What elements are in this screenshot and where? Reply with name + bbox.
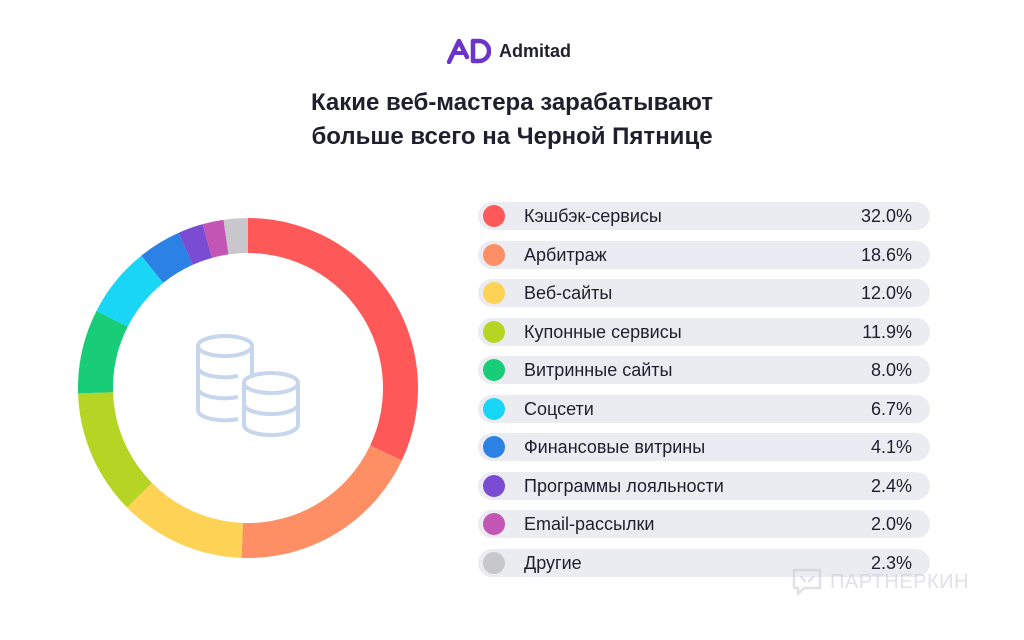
legend-value: 6.7% [870, 398, 912, 419]
legend-color-dot [483, 436, 505, 458]
donut-slice [127, 482, 243, 558]
legend-value: 8.0% [870, 360, 912, 380]
legend-label: Финансовые витрины [524, 437, 706, 457]
watermark-text: ПАРТНЕРКИН [830, 570, 969, 593]
legend-color-dot [483, 359, 505, 381]
legend-label: Программы лояльности [524, 475, 724, 496]
legend-color-dot [483, 397, 505, 420]
legend-item: Купонные сервисы 11.9% [478, 317, 930, 346]
donut-slice [241, 445, 402, 558]
legend-item: Арбитраж 18.6% [478, 240, 930, 269]
legend-label: Соцсети [524, 398, 594, 419]
donut-slice [141, 232, 193, 283]
title-line-2: больше всего на Черной Пятнице [311, 123, 713, 150]
legend-item: Витринные сайты 8.0% [478, 356, 930, 384]
legend-value: 4.1% [870, 437, 912, 457]
legend-color-dot [483, 320, 505, 343]
legend-item: Другие 2.3% [478, 548, 930, 577]
legend-value: 2.4% [870, 475, 912, 496]
donut-slice [248, 218, 418, 461]
donut-slice [96, 255, 164, 327]
donut-slice [202, 219, 229, 258]
chart-legend: Кэшбэк-сервисы 32.0% Арбитраж 18.6% Веб-сайт… [478, 202, 930, 587]
legend-label: Витринные сайты [524, 360, 673, 380]
legend-value: 2.0% [870, 514, 912, 534]
brand-name: Admitad [499, 40, 571, 61]
legend-item: Финансовые витрины 4.1% [478, 433, 930, 461]
legend-color-dot [483, 243, 505, 266]
legend-value: 2.3% [870, 552, 912, 573]
legend-color-dot [483, 551, 505, 574]
legend-item: Кэшбэк-сервисы 32.0% [478, 202, 930, 230]
legend-label: Купонные сервисы [524, 321, 682, 342]
donut-slice [78, 392, 152, 508]
legend-color-dot [483, 474, 505, 497]
donut-slice [78, 310, 128, 394]
legend-item: Email-рассылки 2.0% [478, 510, 930, 538]
legend-item: Веб-сайты 12.0% [478, 279, 930, 307]
admitad-logo-icon [447, 38, 491, 64]
page-title: Какие веб-мастера зарабатывают больше вс… [0, 86, 1024, 154]
legend-label: Кэшбэк-сервисы [524, 206, 662, 226]
chat-bubble-icon [792, 568, 822, 596]
legend-color-dot [483, 513, 505, 535]
donut-slice [178, 224, 212, 265]
legend-color-dot [483, 282, 505, 304]
legend-label: Арбитраж [524, 244, 607, 265]
donut-slice [223, 218, 248, 255]
watermark: ПАРТНЕРКИН [790, 566, 969, 598]
legend-value: 18.6% [860, 244, 912, 265]
legend-item: Программы лояльности 2.4% [478, 471, 930, 500]
legend-value: 12.0% [860, 283, 912, 303]
coins-stack-icon [196, 334, 300, 437]
legend-value: 32.0% [860, 206, 912, 226]
legend-label: Другие [524, 552, 582, 573]
donut-chart [78, 218, 418, 558]
title-line-1: Какие веб-мастера зарабатывают [310, 89, 714, 116]
legend-value: 11.9% [862, 321, 912, 342]
legend-label: Веб-сайты [524, 283, 613, 303]
legend-item: Соцсети 6.7% [478, 394, 930, 423]
legend-color-dot [483, 205, 505, 227]
admitad-logo: Admitad [447, 38, 571, 64]
legend-label: Email-рассылки [524, 514, 655, 534]
